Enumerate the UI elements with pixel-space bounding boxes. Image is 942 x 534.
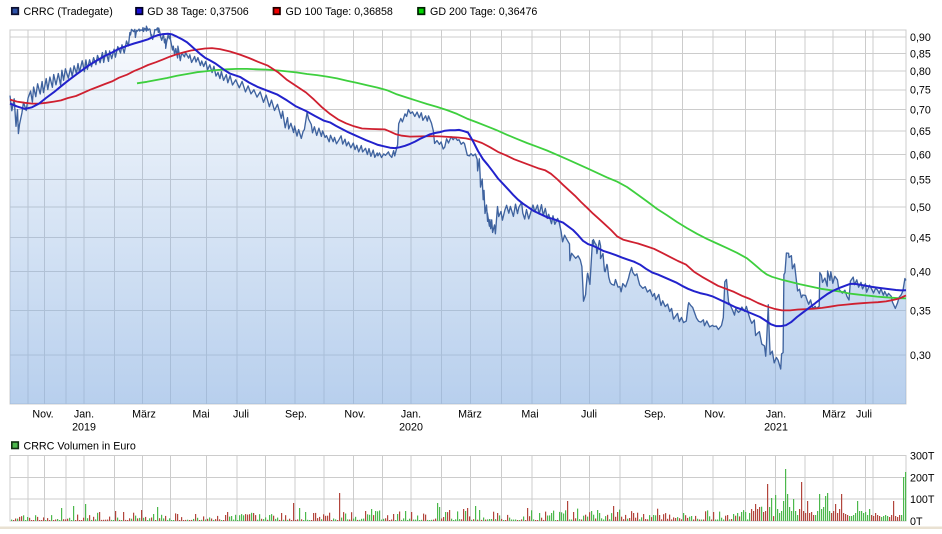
svg-text:Mai: Mai bbox=[192, 409, 209, 421]
svg-text:0,60: 0,60 bbox=[910, 149, 931, 161]
svg-text:0,85: 0,85 bbox=[910, 48, 931, 60]
svg-text:Jan.: Jan. bbox=[766, 409, 786, 421]
svg-text:0,30: 0,30 bbox=[910, 350, 931, 362]
svg-text:2019: 2019 bbox=[72, 422, 96, 434]
svg-text:Sep.: Sep. bbox=[285, 409, 307, 421]
svg-text:0,35: 0,35 bbox=[910, 305, 931, 317]
svg-text:0,50: 0,50 bbox=[910, 202, 931, 214]
svg-text:März: März bbox=[822, 409, 846, 421]
svg-text:Juli: Juli bbox=[581, 409, 597, 421]
svg-text:100T: 100T bbox=[910, 494, 935, 506]
svg-text:0,65: 0,65 bbox=[910, 126, 931, 138]
svg-text:März: März bbox=[132, 409, 156, 421]
svg-text:Juli: Juli bbox=[856, 409, 872, 421]
svg-text:0,75: 0,75 bbox=[910, 85, 931, 97]
svg-text:0,80: 0,80 bbox=[910, 66, 931, 78]
svg-text:GD 38 Tage: 0,37506: GD 38 Tage: 0,37506 bbox=[147, 6, 248, 18]
svg-text:300T: 300T bbox=[910, 451, 935, 463]
svg-text:GD 100 Tage: 0,36858: GD 100 Tage: 0,36858 bbox=[286, 6, 393, 18]
svg-text:Juli: Juli bbox=[233, 409, 249, 421]
svg-text:Nov.: Nov. bbox=[344, 409, 365, 421]
svg-text:CRRC Volumen in Euro: CRRC Volumen in Euro bbox=[24, 440, 136, 452]
svg-text:Mai: Mai bbox=[521, 409, 538, 421]
svg-text:200T: 200T bbox=[910, 472, 935, 484]
svg-text:Nov.: Nov. bbox=[704, 409, 725, 421]
svg-text:0,70: 0,70 bbox=[910, 105, 931, 117]
svg-text:0,55: 0,55 bbox=[910, 174, 931, 186]
svg-text:2020: 2020 bbox=[399, 422, 423, 434]
svg-text:März: März bbox=[458, 409, 482, 421]
svg-text:0T: 0T bbox=[910, 516, 923, 528]
svg-text:0,40: 0,40 bbox=[910, 267, 931, 279]
svg-text:GD 200 Tage: 0,36476: GD 200 Tage: 0,36476 bbox=[430, 6, 537, 18]
svg-text:Jan.: Jan. bbox=[401, 409, 421, 421]
svg-text:0,45: 0,45 bbox=[910, 233, 931, 245]
svg-text:2021: 2021 bbox=[764, 422, 788, 434]
svg-text:CRRC (Tradegate): CRRC (Tradegate) bbox=[24, 6, 113, 18]
svg-text:Jan.: Jan. bbox=[74, 409, 94, 421]
svg-text:Sep.: Sep. bbox=[644, 409, 666, 421]
svg-text:Nov.: Nov. bbox=[32, 409, 53, 421]
svg-text:0,90: 0,90 bbox=[910, 32, 931, 44]
